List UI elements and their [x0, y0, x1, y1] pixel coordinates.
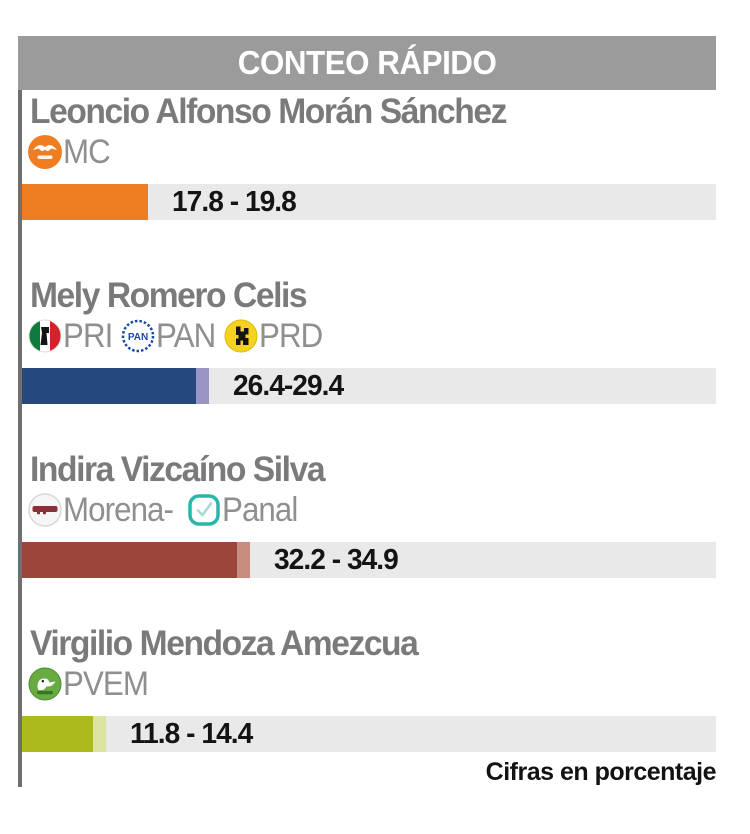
range-value: 32.2 - 34.9: [274, 543, 399, 576]
units-note: Cifras en porcentaje: [485, 758, 717, 786]
candidate-name: Virgilio Mendoza Amezcua: [30, 624, 419, 663]
panel-title: CONTEO RÁPIDO: [237, 44, 497, 81]
result-bar: 17.8 - 19.8: [22, 184, 716, 220]
bar-cap: [237, 542, 250, 578]
bar-cap: [196, 368, 209, 404]
result-bar: 11.8 - 14.4: [22, 716, 716, 752]
prd-logo-icon: [224, 319, 258, 353]
party-row: Morena- Panal: [28, 490, 716, 530]
candidate-name: Leoncio Alfonso Morán Sánchez: [30, 92, 507, 131]
bar-fill: [22, 542, 237, 578]
party-label: Panal: [221, 491, 298, 529]
range-value: 11.8 - 14.4: [130, 717, 253, 750]
candidate-entry: Mely Romero Celis: [22, 276, 716, 404]
conteo-rapido-panel: CONTEO RÁPIDO Leoncio Alfonso Morán Sánc…: [18, 36, 717, 787]
candidate-entry: Virgilio Mendoza Amezcua PVEM: [22, 624, 716, 752]
bar-fill: [22, 368, 196, 404]
bar-fill: [22, 716, 93, 752]
party-row: MC: [28, 132, 716, 172]
panel-content: Leoncio Alfonso Morán Sánchez MC 17.8: [18, 90, 717, 787]
panal-logo-icon: [187, 493, 221, 527]
bar-cap: [93, 716, 106, 752]
pan-logo-icon: PAN: [121, 319, 155, 353]
candidate-name: Mely Romero Celis: [30, 276, 308, 315]
morena-logo-icon: [28, 493, 62, 527]
mc-logo-icon: [28, 135, 62, 169]
pvem-logo-icon: [28, 667, 62, 701]
candidate-name: Indira Vizcaíno Silva: [30, 450, 326, 489]
party-label: PRI: [63, 317, 113, 355]
range-value: 26.4-29.4: [233, 369, 344, 402]
candidate-entry: Indira Vizcaíno Silva Morena-: [22, 450, 716, 578]
svg-text:PAN: PAN: [128, 332, 148, 343]
party-row: PVEM: [28, 664, 716, 704]
party-label: PVEM: [63, 665, 149, 703]
party-label: PAN: [155, 317, 216, 355]
result-bar: 32.2 - 34.9: [22, 542, 716, 578]
pri-logo-icon: [28, 319, 62, 353]
party-label: Morena-: [63, 491, 174, 529]
result-bar: 26.4-29.4: [22, 368, 716, 404]
party-row: PRI PAN PAN PRD: [28, 316, 716, 356]
panel-header: CONTEO RÁPIDO: [18, 36, 716, 90]
candidate-entry: Leoncio Alfonso Morán Sánchez MC 17.8: [22, 92, 716, 220]
range-value: 17.8 - 19.8: [172, 185, 297, 218]
party-label: PRD: [259, 317, 323, 355]
bar-fill: [22, 184, 148, 220]
party-label: MC: [63, 133, 111, 171]
